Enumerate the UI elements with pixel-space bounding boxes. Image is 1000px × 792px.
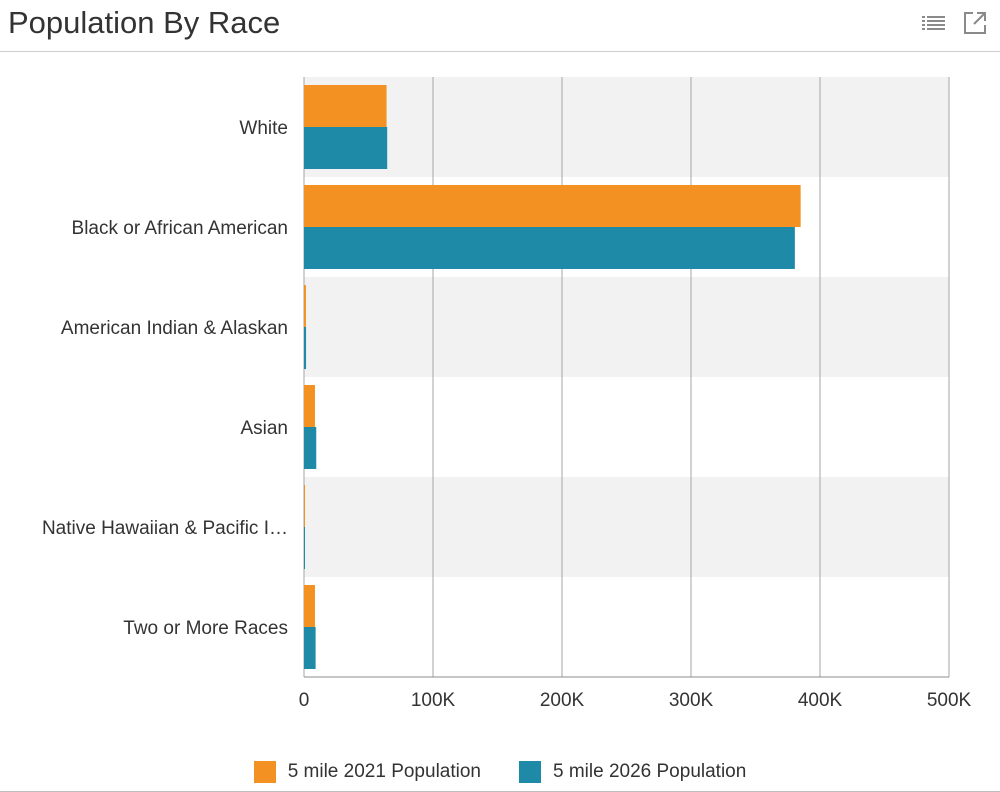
x-tick-label: 200K	[540, 690, 585, 711]
bar-2026	[304, 227, 795, 269]
legend-swatch-2021	[253, 761, 276, 783]
category-label: Two or More Races	[123, 618, 288, 639]
x-tick-label: 500K	[927, 690, 972, 711]
category-label: White	[239, 118, 288, 139]
bar-chart: White Black or African American American I…	[42, 77, 972, 711]
bar-2026	[304, 427, 317, 469]
bar-2021	[304, 485, 305, 527]
chart-area: White Black or African American American I…	[0, 52, 1000, 752]
bar-2026	[304, 327, 307, 369]
bar-2021	[304, 585, 315, 627]
legend-label-2026: 5 mile 2026 Population	[553, 761, 747, 782]
x-tick-label: 300K	[669, 690, 714, 711]
category-band	[304, 477, 949, 577]
panel-header: Population By Race	[0, 0, 1000, 52]
category-band	[304, 77, 949, 177]
category-label: Native Hawaiian & Pacific I…	[42, 518, 288, 539]
category-label: American Indian & Alaskan	[61, 318, 288, 339]
bar-2026	[304, 127, 388, 169]
bar-2026	[304, 627, 316, 669]
legend-swatch-2026	[519, 761, 541, 783]
bar-2021	[304, 285, 306, 327]
page-title: Population By Race	[8, 5, 281, 40]
x-tick-label: 100K	[411, 690, 456, 711]
bar-2021	[304, 85, 387, 127]
category-label: Black or African American	[72, 218, 288, 239]
bar-2026	[304, 527, 305, 569]
category-band	[304, 277, 949, 377]
open-external-icon[interactable]	[961, 9, 989, 37]
legend-label-2021: 5 mile 2021 Population	[287, 761, 481, 782]
bar-2021	[304, 385, 315, 427]
legend-item-2026[interactable]: 5 mile 2026 Population	[519, 761, 746, 783]
bar-2021	[304, 185, 801, 227]
x-tick-label: 0	[299, 690, 310, 711]
list-icon[interactable]	[920, 9, 948, 37]
x-tick-label: 400K	[798, 690, 843, 711]
legend: 5 mile 2021 Population 5 mile 2026 Popul…	[0, 756, 1000, 788]
legend-item-2021[interactable]: 5 mile 2021 Population	[253, 761, 481, 783]
category-label: Asian	[240, 418, 288, 439]
